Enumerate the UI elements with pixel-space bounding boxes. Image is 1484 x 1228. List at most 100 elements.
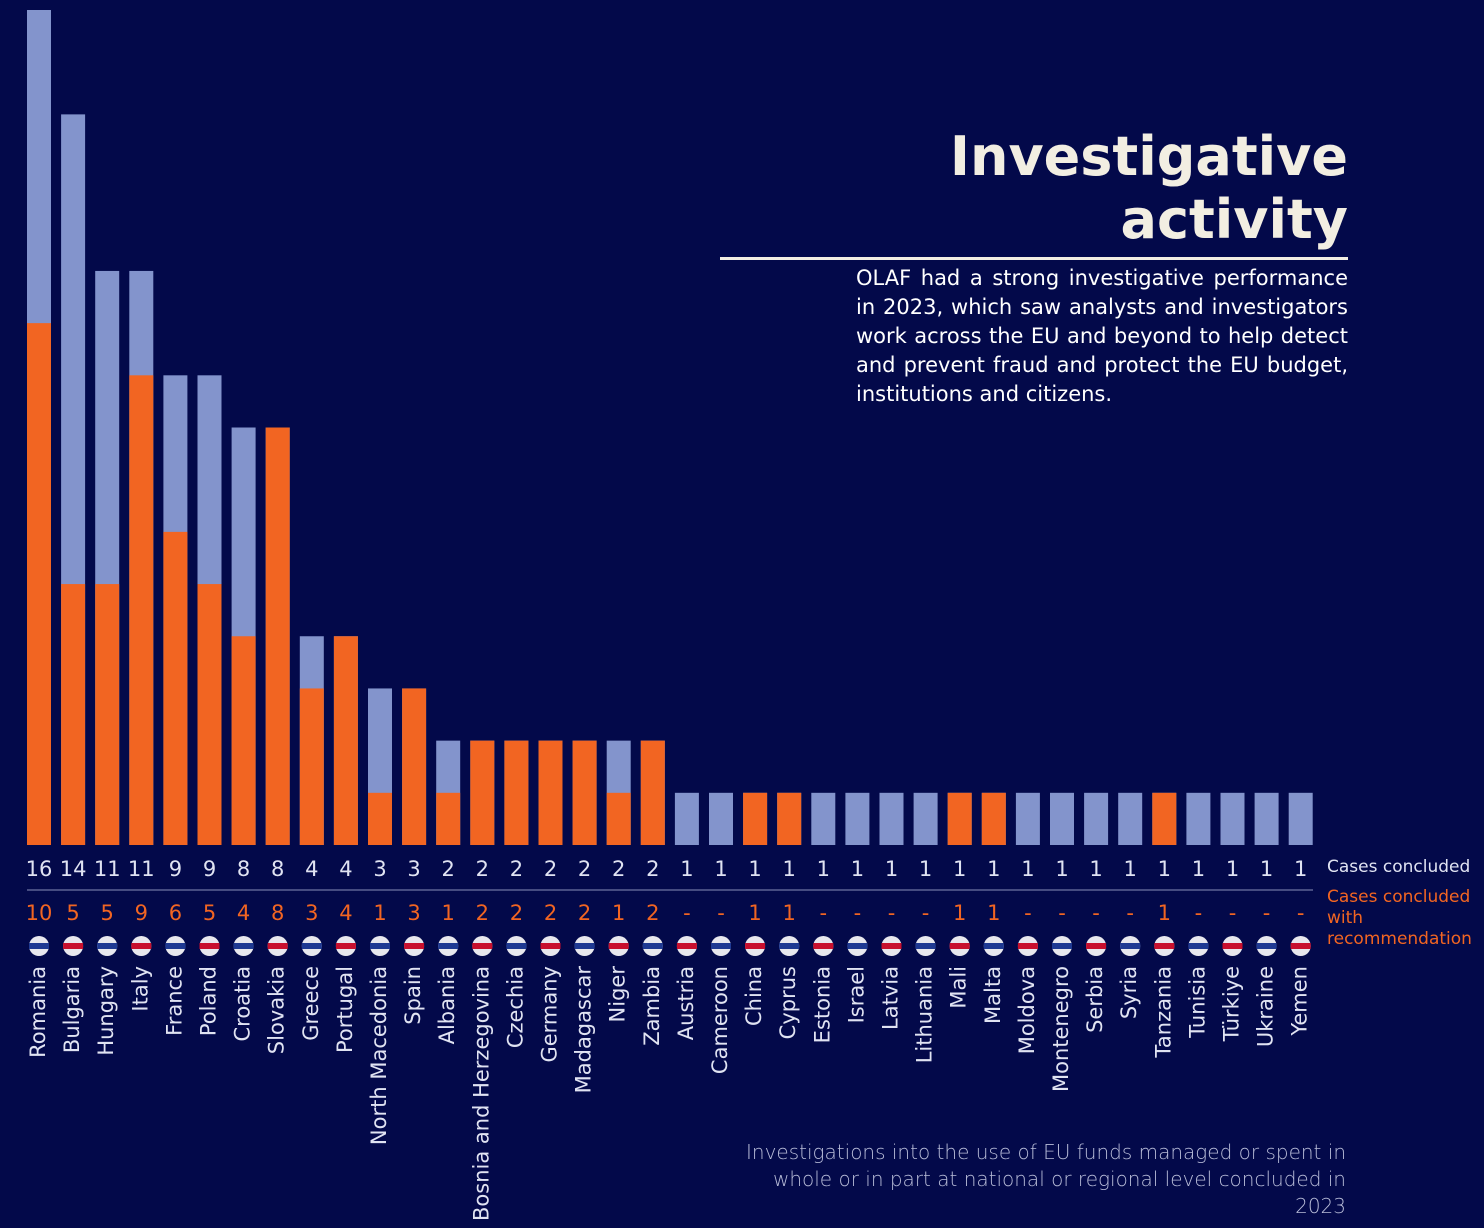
x-tick-label: Moldova: [1015, 966, 1039, 1054]
bar: [1221, 793, 1245, 845]
value-label: -: [683, 901, 691, 925]
value-label: 2: [612, 857, 625, 881]
value-label: 4: [339, 901, 352, 925]
bar: [266, 428, 290, 846]
value-label: 1: [1260, 857, 1273, 881]
bar: [436, 793, 460, 845]
bar: [607, 793, 631, 845]
note: Investigations into the use of EU funds …: [720, 1139, 1346, 1220]
bar: [368, 793, 392, 845]
x-tick-label: Malta: [981, 966, 1005, 1024]
value-label: 1: [885, 857, 898, 881]
value-label: 1: [748, 857, 761, 881]
bar: [470, 741, 494, 845]
bar: [61, 584, 85, 845]
x-tick-label: Ukraine: [1254, 966, 1278, 1047]
value-label: 2: [646, 901, 659, 925]
x-tick-label: Niger: [606, 966, 630, 1023]
value-label: 1: [1021, 857, 1034, 881]
value-label: 4: [305, 857, 318, 881]
flag-stripe: [234, 943, 254, 949]
value-label: 3: [407, 857, 420, 881]
value-label: 2: [510, 857, 523, 881]
flag-stripe: [1257, 943, 1277, 949]
value-label: 2: [544, 857, 557, 881]
flag-stripe: [1052, 943, 1072, 949]
value-label: 1: [1089, 857, 1102, 881]
flag-stripe: [97, 943, 117, 949]
flag-stripe: [643, 943, 663, 949]
value-label: 1: [373, 901, 386, 925]
x-tick-label: Austria: [674, 966, 698, 1040]
flag-stripe: [1291, 943, 1311, 949]
bar: [27, 323, 51, 845]
x-tick-label: Slovakia: [265, 966, 289, 1054]
x-tick-label: Montenegro: [1049, 966, 1073, 1092]
value-label: 2: [578, 857, 591, 881]
bar: [1152, 793, 1176, 845]
flag-stripe: [745, 943, 765, 949]
flag-stripe: [370, 943, 390, 949]
flag-stripe: [1086, 943, 1106, 949]
bar: [743, 793, 767, 845]
x-tick-label: Latvia: [879, 966, 903, 1030]
value-label: 1: [442, 901, 455, 925]
value-label: 5: [66, 901, 79, 925]
value-label: 2: [646, 857, 659, 881]
x-tick-label: Greece: [299, 966, 323, 1041]
value-label: -: [1092, 901, 1100, 925]
bar: [709, 793, 733, 845]
value-label: 8: [237, 857, 250, 881]
value-label: 1: [953, 901, 966, 925]
x-tick-label: Spain: [401, 966, 425, 1025]
x-tick-label: Romania: [26, 966, 50, 1058]
flag-stripe: [131, 943, 151, 949]
bar: [982, 793, 1006, 845]
bar: [1186, 793, 1210, 845]
bar: [402, 688, 426, 845]
value-label: 2: [476, 857, 489, 881]
x-tick-label: Germany: [538, 966, 562, 1063]
value-label: -: [1229, 901, 1237, 925]
x-tick-label: Portugal: [333, 966, 357, 1053]
value-label: 1: [748, 901, 761, 925]
x-tick-label: China: [742, 966, 766, 1026]
value-label: -: [854, 901, 862, 925]
flag-stripe: [541, 943, 561, 949]
value-label: -: [1263, 901, 1271, 925]
value-label: 1: [783, 857, 796, 881]
value-label: 2: [476, 901, 489, 925]
value-label: 14: [60, 857, 87, 881]
flag-stripe: [847, 943, 867, 949]
flag-stripe: [984, 943, 1004, 949]
value-label: 1: [612, 901, 625, 925]
x-tick-label: Bosnia and Herzegovina: [469, 966, 493, 1221]
flag-stripe: [609, 943, 629, 949]
bar: [1050, 793, 1074, 845]
value-label: 6: [169, 901, 182, 925]
x-tick-label: Cameroon: [708, 966, 732, 1074]
chart-title: Investigative activity: [720, 125, 1348, 260]
x-tick-label: Serbia: [1083, 966, 1107, 1033]
bar: [539, 741, 563, 845]
legend-entry: Cases concluded with recommendation: [1327, 887, 1477, 950]
description: OLAF had a strong investigative performa…: [856, 264, 1348, 409]
value-label: 1: [1055, 857, 1068, 881]
flag-stripe: [336, 943, 356, 949]
x-tick-label: Italy: [128, 966, 152, 1012]
value-label: -: [1058, 901, 1066, 925]
bar: [675, 793, 699, 845]
value-label: 1: [1158, 857, 1171, 881]
bar: [845, 793, 869, 845]
value-label: 1: [987, 901, 1000, 925]
flag-stripe: [1120, 943, 1140, 949]
value-label: 8: [271, 901, 284, 925]
flag-stripe: [1018, 943, 1038, 949]
value-label: 1: [1124, 857, 1137, 881]
flag-stripe: [404, 943, 424, 949]
x-tick-label: Türkiye: [1220, 966, 1244, 1042]
flag-stripe: [1223, 943, 1243, 949]
value-label: 3: [373, 857, 386, 881]
value-label: 11: [128, 857, 155, 881]
flag-stripe: [63, 943, 83, 949]
